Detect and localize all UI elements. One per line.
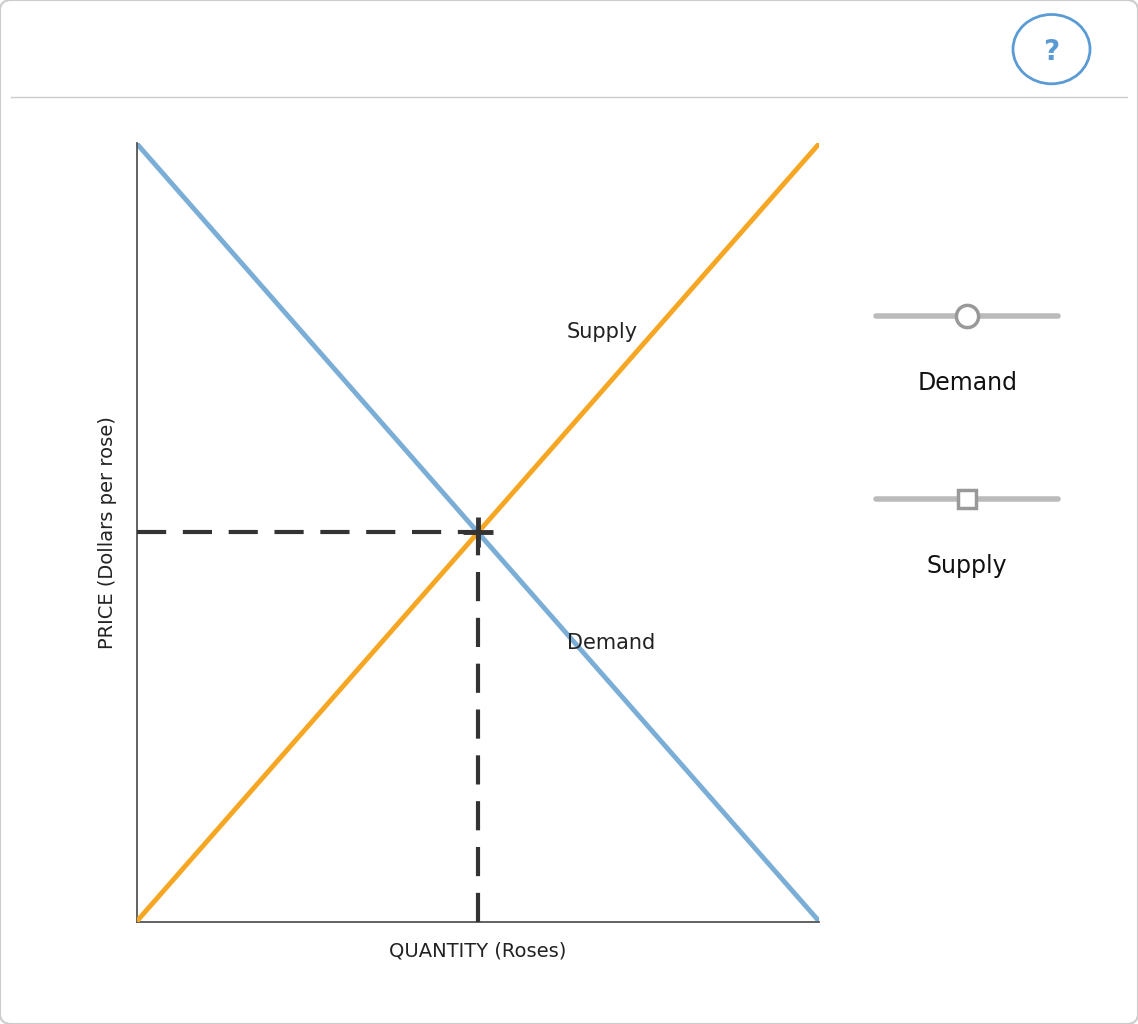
Text: ?: ? — [1044, 38, 1059, 67]
Text: Supply: Supply — [927, 554, 1007, 578]
Text: Demand: Demand — [567, 633, 655, 653]
Text: Supply: Supply — [567, 322, 637, 342]
Y-axis label: PRICE (Dollars per rose): PRICE (Dollars per rose) — [98, 416, 117, 649]
Circle shape — [1013, 14, 1090, 84]
Text: Demand: Demand — [917, 371, 1017, 394]
X-axis label: QUANTITY (Roses): QUANTITY (Roses) — [389, 941, 567, 961]
